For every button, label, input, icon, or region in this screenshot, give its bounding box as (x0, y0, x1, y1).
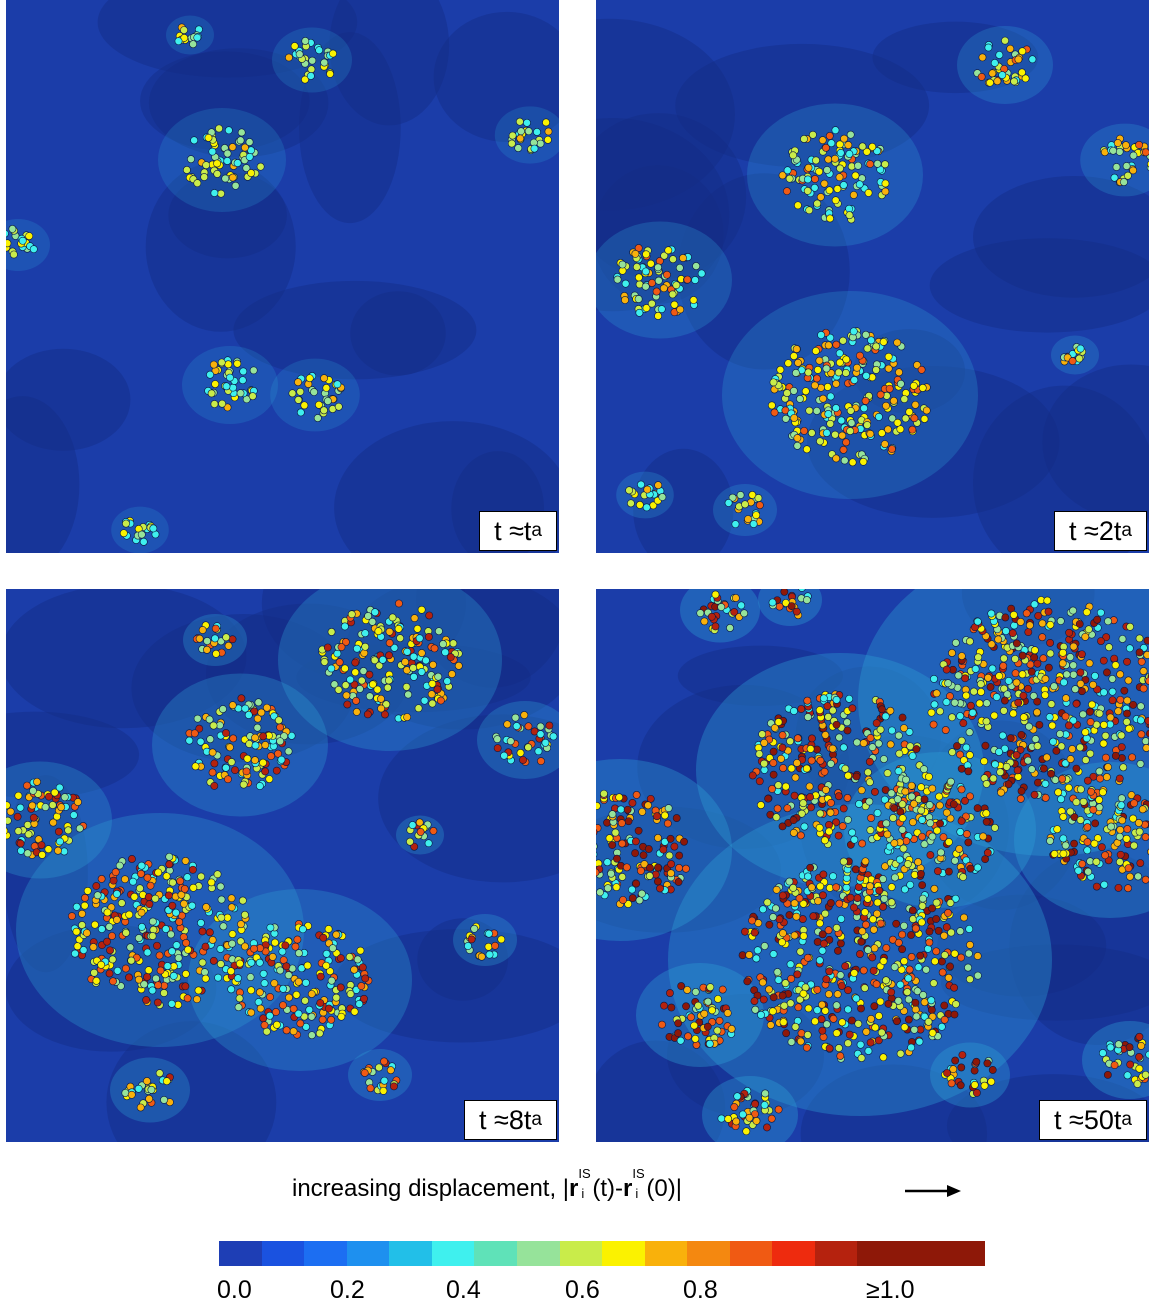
colorbar-segment (516, 1241, 560, 1266)
colorbar-segment (687, 1241, 730, 1266)
time-label-base: t (1113, 1104, 1122, 1135)
colorbar-segment (304, 1241, 347, 1266)
colorbar-segment (559, 1241, 603, 1266)
particle-map-3 (6, 589, 559, 1142)
colorbar-segment (772, 1241, 815, 1266)
time-label-base: t (523, 1104, 532, 1135)
arrow-right-icon (905, 1185, 961, 1197)
colorbar-segment (219, 1241, 262, 1266)
colorbar-segment (389, 1241, 432, 1266)
colorbar-tick: 0.4 (446, 1276, 481, 1304)
colorbar-segment (474, 1241, 517, 1266)
colorbar-tick: ≥1.0 (866, 1276, 915, 1304)
time-label-prefix: t ≈ (1069, 515, 1099, 546)
time-label-subscript: a (531, 520, 542, 541)
colorbar-segment (602, 1241, 645, 1266)
colorbar-segment (900, 1241, 943, 1266)
time-label-subscript: a (1121, 1109, 1132, 1130)
colorbar-tick: 0.6 (565, 1276, 600, 1304)
colorbar-segment (814, 1241, 858, 1266)
colorbar-segment (857, 1241, 900, 1266)
colorbar-caption: increasing displacement, |r IS i (t)-r IS i (0… (292, 1166, 682, 1202)
colorbar-segment (729, 1241, 773, 1266)
colorbar-tick: 0.8 (683, 1276, 718, 1304)
time-label-coefficient: 50 (1083, 1104, 1114, 1135)
colorbar-segment (942, 1241, 986, 1266)
colorbar-segment (261, 1241, 305, 1266)
time-label-base: t (523, 515, 532, 546)
snapshot-panel-4: t ≈ 50 t a (596, 589, 1149, 1142)
particle-map-2 (596, 0, 1149, 553)
time-label-coefficient: 2 (1098, 515, 1114, 546)
time-label-prefix: t ≈ (1054, 1104, 1084, 1135)
colorbar-segment (346, 1241, 390, 1266)
colorbar-tick: 0.0 (217, 1276, 252, 1304)
time-label-coefficient: 8 (508, 1104, 524, 1135)
time-label-subscript: a (1121, 520, 1132, 541)
time-label-prefix: t ≈ (479, 1104, 509, 1135)
time-label-base: t (1113, 515, 1122, 546)
time-label-4: t ≈ 50 t a (1039, 1100, 1147, 1140)
colorbar (219, 1241, 986, 1266)
colorbar-segment (644, 1241, 688, 1266)
particle-map-1 (6, 0, 559, 553)
particle-map-4 (596, 589, 1149, 1142)
colorbar-segment (431, 1241, 475, 1266)
colorbar-tick: 0.2 (330, 1276, 365, 1304)
time-label-prefix: t ≈ (494, 515, 524, 546)
time-label-subscript: a (531, 1109, 542, 1130)
